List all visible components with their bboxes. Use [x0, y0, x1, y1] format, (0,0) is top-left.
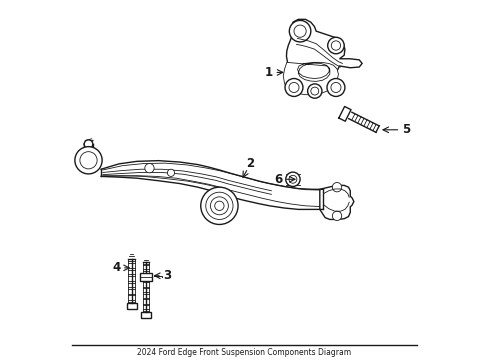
- Circle shape: [330, 41, 340, 50]
- Circle shape: [326, 78, 344, 96]
- Polygon shape: [140, 273, 151, 281]
- Circle shape: [307, 84, 321, 98]
- Circle shape: [84, 140, 93, 148]
- Circle shape: [210, 197, 228, 215]
- Circle shape: [332, 183, 341, 192]
- Circle shape: [310, 87, 318, 95]
- Circle shape: [293, 25, 305, 37]
- Circle shape: [80, 152, 97, 169]
- Circle shape: [285, 172, 300, 186]
- Circle shape: [214, 201, 224, 211]
- Circle shape: [330, 82, 340, 93]
- Circle shape: [289, 21, 310, 42]
- Text: 4: 4: [112, 261, 121, 274]
- Circle shape: [327, 37, 344, 54]
- Polygon shape: [286, 19, 362, 79]
- Circle shape: [288, 175, 296, 183]
- Circle shape: [205, 192, 233, 220]
- Polygon shape: [319, 185, 353, 220]
- Circle shape: [288, 82, 298, 93]
- Circle shape: [167, 169, 174, 176]
- Polygon shape: [283, 62, 338, 95]
- Circle shape: [332, 211, 341, 221]
- Text: 3: 3: [163, 269, 171, 282]
- Text: 1: 1: [264, 66, 272, 79]
- Circle shape: [285, 78, 303, 96]
- Text: 2: 2: [245, 157, 253, 170]
- Text: 6: 6: [274, 173, 282, 186]
- Text: 5: 5: [402, 123, 410, 136]
- Polygon shape: [126, 303, 136, 309]
- Circle shape: [144, 163, 154, 173]
- Circle shape: [75, 147, 102, 174]
- Text: 2024 Ford Edge Front Suspension Components Diagram: 2024 Ford Edge Front Suspension Componen…: [137, 348, 351, 357]
- Circle shape: [201, 187, 238, 225]
- Polygon shape: [141, 312, 151, 318]
